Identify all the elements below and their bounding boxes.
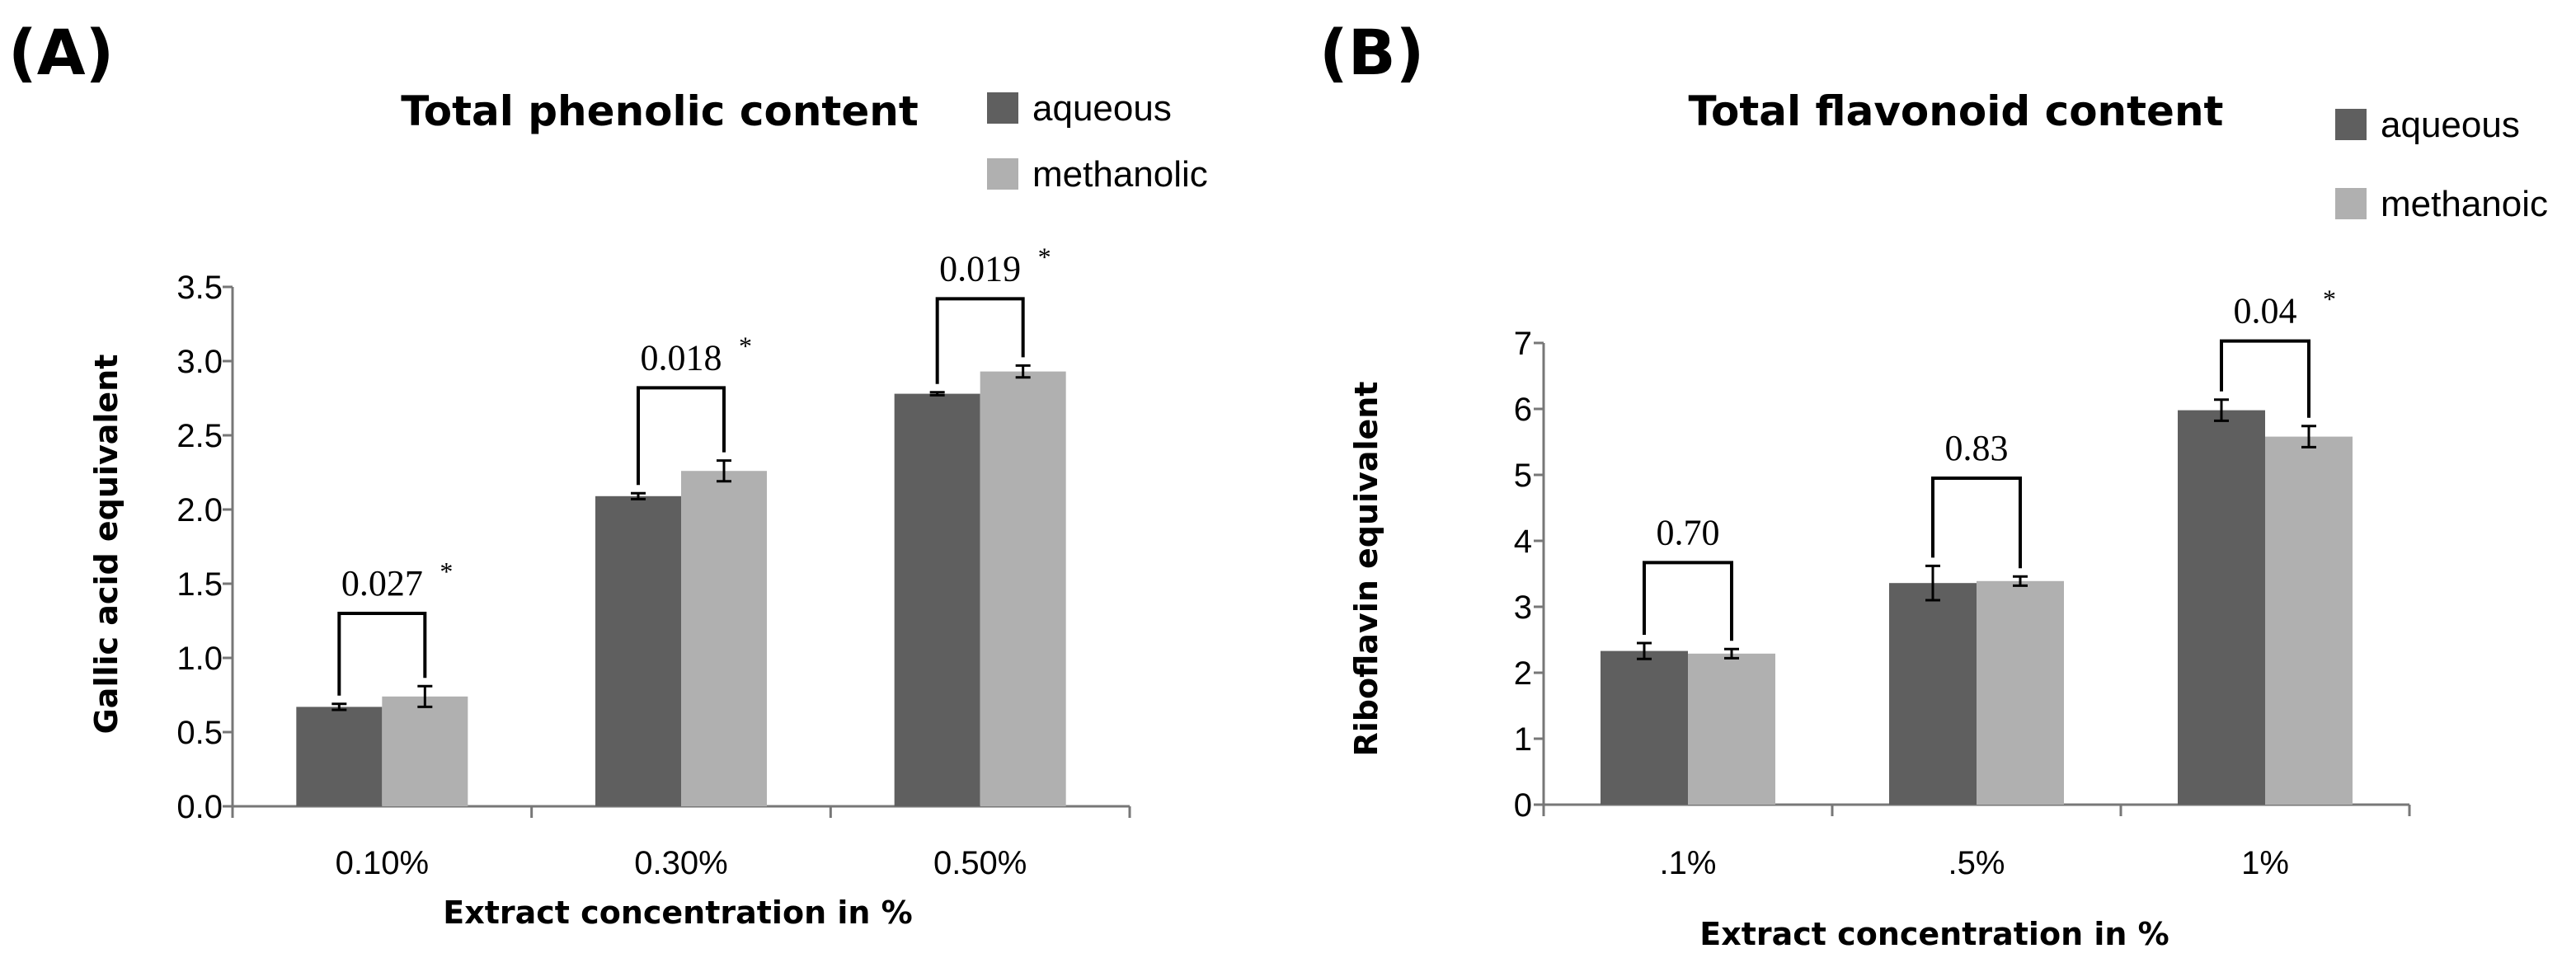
panel-b-significance-bracket	[1931, 477, 2022, 569]
panel-a-legend-label-aqueous: aqueous	[1032, 88, 1172, 129]
panel-b-bar-aqueous-2	[1889, 583, 1977, 805]
panel-b-xtick-label: .5%	[1948, 845, 2005, 881]
panel-b-legend-label-aqueous: aqueous	[2381, 105, 2520, 145]
panel-a-ytick-label: 0.0	[176, 789, 223, 825]
panel-a-legend-swatch-methanolic	[987, 158, 1018, 190]
panel-a-ytick-label: 2.0	[176, 492, 223, 528]
panel-b-xlabel: Extract concentration in %	[1699, 916, 2169, 952]
panel-a-xlabel: Extract concentration in %	[443, 895, 912, 931]
panel-b-plot: 0 1 2 3 4 5 6 7 .1% 0.70 .5% 0.83 1% 0.04 *	[1514, 284, 2411, 881]
panel-a-label: (A)	[8, 16, 114, 89]
panel-b-ylabel: Riboflavin equivalent	[1348, 382, 1384, 757]
panel-b-legend-swatch-aqueous	[2335, 109, 2367, 140]
panel-b-bar-aqueous-1	[1601, 650, 1688, 805]
panel-b-bar-methanoic-1	[1688, 653, 1775, 805]
panel-a-ytick-label: 0.5	[176, 715, 223, 751]
panel-a-significance-star: *	[739, 331, 752, 360]
panel-b-p-value: 0.83	[1945, 428, 2009, 468]
panel-a-xtick-label: 0.30%	[634, 845, 727, 881]
panel-a-bar-aqueous-1	[296, 707, 383, 806]
panel-a-xtick-label: 0.10%	[336, 845, 429, 881]
panel-a-p-value: 0.027	[341, 563, 423, 603]
panel-b-ytick-label: 4	[1514, 524, 1532, 560]
panel-a-significance-bracket	[935, 297, 1025, 384]
panel-b-significance-bracket	[1643, 561, 1733, 641]
panel-b-legend-swatch-methanoic	[2335, 188, 2367, 219]
panel-b-significance-star: *	[2323, 284, 2336, 314]
panel-b-ytick-label: 6	[1514, 392, 1532, 428]
panel-b-xtick-label: .1%	[1660, 845, 1717, 881]
panel-a-bar-aqueous-3	[894, 393, 980, 806]
panel-b-p-value: 0.04	[2234, 291, 2297, 331]
panel-b-ytick-label: 5	[1514, 458, 1532, 494]
panel-b-ytick-label: 3	[1514, 589, 1532, 626]
panel-a-legend-swatch-aqueous	[987, 92, 1018, 124]
panel-a-bar-aqueous-2	[595, 495, 681, 806]
panel-b-xtick-label: 1%	[2241, 845, 2289, 881]
panel-b-bar-methanoic-2	[1977, 580, 2064, 805]
panel-a-ytick-label: 3.5	[176, 270, 223, 306]
panel-b-significance-bracket	[2220, 339, 2310, 418]
panel-b-bar-methanoic-3	[2265, 436, 2353, 805]
panel-a-ylabel: Gallic acid equivalent	[88, 355, 125, 735]
panel-b-ytick-label: 2	[1514, 655, 1532, 692]
panel-a-ytick-label: 3.0	[176, 344, 223, 380]
panel-b-ytick-label: 1	[1514, 721, 1532, 758]
panel-a-significance-star: *	[440, 556, 453, 586]
panel-b-title: Total flavonoid content	[1689, 87, 2224, 135]
panel-a-significance-bracket	[337, 612, 427, 696]
panel-a-significance-star: *	[1038, 242, 1051, 271]
panel-b-ytick-label: 0	[1514, 787, 1532, 824]
panel-b-p-value: 0.70	[1657, 512, 1720, 552]
panel-a-ytick-label: 1.5	[176, 566, 223, 603]
panel-a-title: Total phenolic content	[401, 87, 918, 135]
panel-a-p-value: 0.019	[939, 248, 1021, 289]
panel-a-bar-methanolic-3	[980, 371, 1066, 807]
panel-b-ytick-label: 7	[1514, 326, 1532, 362]
panel-a-legend-label-methanolic: methanolic	[1032, 154, 1208, 195]
panel-b-bar-aqueous-3	[2178, 410, 2265, 805]
panel-b-legend-label-methanoic: methanoic	[2381, 184, 2548, 224]
panel-a-p-value: 0.018	[641, 337, 722, 378]
panel-a-bar-methanolic-2	[681, 471, 767, 806]
panel-a-ytick-label: 1.0	[176, 641, 223, 677]
panel-a-plot: 0.0 0.5 1.0 1.5 2.0 2.5 3.0 3.5 0.10% 0.027 * 0.30%…	[176, 242, 1131, 881]
panel-b-label: (B)	[1319, 16, 1424, 89]
panel-a-xtick-label: 0.50%	[933, 845, 1027, 881]
panel-a-bar-methanolic-1	[382, 696, 468, 806]
panel-a-ytick-label: 2.5	[176, 418, 223, 454]
panel-a-significance-bracket	[637, 386, 726, 486]
